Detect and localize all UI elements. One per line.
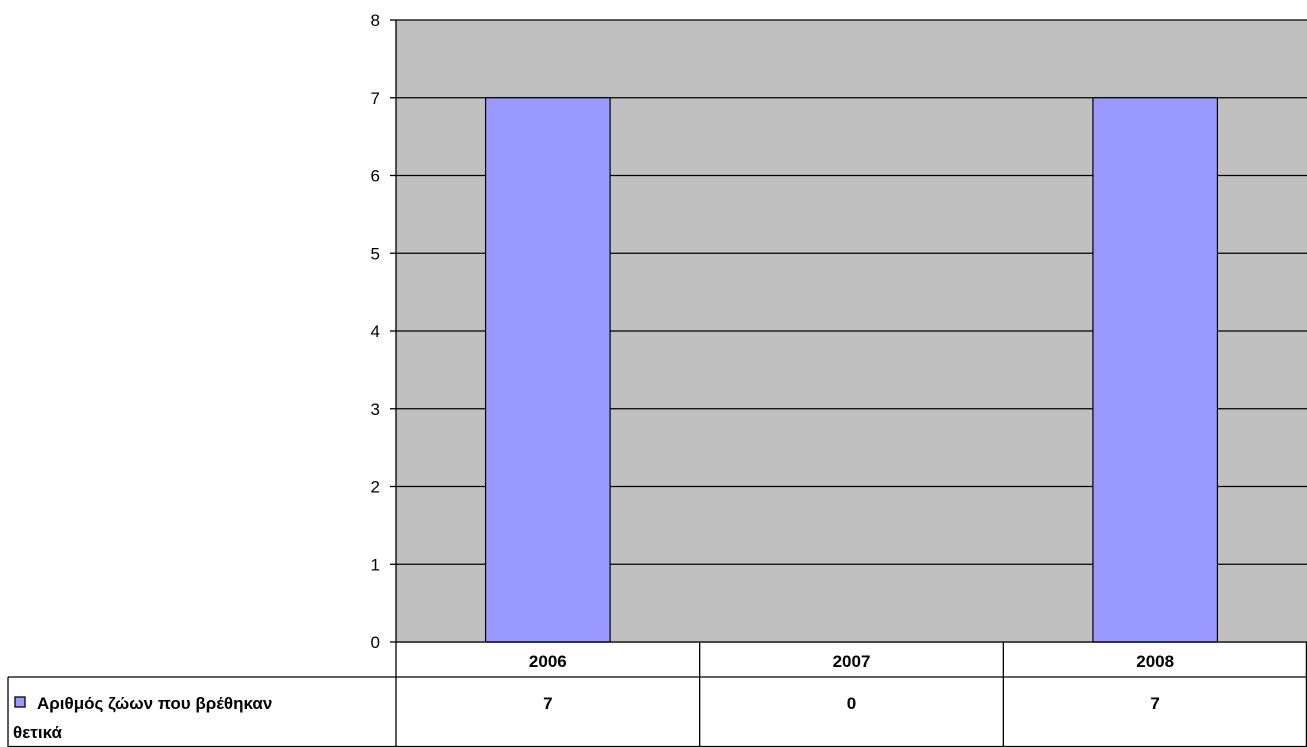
category-label: 2006: [529, 652, 567, 671]
bar: [1092, 97, 1219, 643]
y-tick-label: 4: [371, 322, 380, 341]
category-label: 2007: [833, 652, 871, 671]
y-tick-label: 3: [371, 400, 380, 419]
series-label: θετικά: [13, 723, 62, 742]
y-tick-label: 8: [371, 11, 380, 30]
y-tick-label: 6: [371, 167, 380, 186]
legend-key: [14, 696, 26, 708]
data-label: 7: [543, 694, 552, 713]
category-label: 2008: [1136, 652, 1174, 671]
data-table: 2006 2007 2008 Αριθμός ζώων που βρέθηκαν…: [7, 641, 1307, 747]
y-tick-label: 0: [371, 633, 380, 652]
bar: [484, 97, 611, 643]
value-labels: 7 0 7: [543, 694, 1160, 713]
data-label: 7: [1150, 694, 1159, 713]
y-tick-label: 5: [371, 244, 380, 263]
y-axis: [390, 19, 397, 643]
y-tick-label: 2: [371, 478, 380, 497]
bars: [484, 97, 1219, 643]
data-label: 0: [847, 694, 856, 713]
y-tick-label: 7: [371, 89, 380, 108]
y-tick-label: 1: [371, 555, 380, 574]
series-label: Αριθμός ζώων που βρέθηκαν: [37, 694, 272, 713]
y-tick-labels: 0 1 2 3 4 5 6 7 8: [371, 11, 380, 652]
category-labels: 2006 2007 2008: [529, 652, 1174, 671]
